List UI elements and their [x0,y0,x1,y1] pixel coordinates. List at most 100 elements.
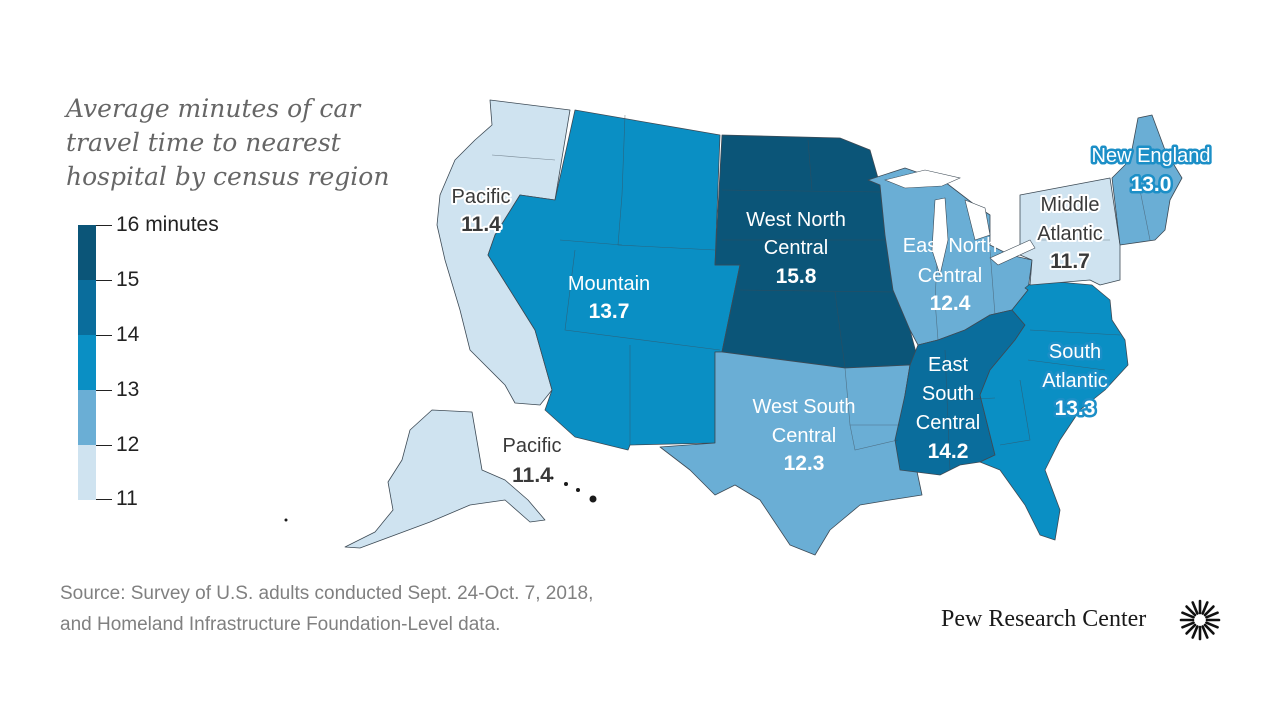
region-west-north-central [714,134,919,369]
logo-ray [1201,625,1209,639]
region-shapes [344,99,1183,556]
state-border [559,239,623,246]
region-labels: Pacific 11.4 Pacific 11.4 Mountain 13.7 … [450,143,1213,488]
label-pacific-name: Pacific [452,186,511,208]
label-west-south-central-name-1: West South [752,396,855,418]
label-west-north-central-value: 15.8 [776,265,817,288]
source-line-1: Source: Survey of U.S. adults conducted … [60,583,594,604]
logo-ray [1201,601,1209,615]
logo-ray [1203,623,1215,635]
state-border [849,424,899,451]
label-east-south-central-name-3: Central [916,412,980,434]
label-west-south-central-value: 12.3 [784,452,825,475]
legend-label-13: 13 [116,378,140,401]
lake-superior [884,169,961,189]
region-new-england [1111,114,1183,246]
label-pacific-value: 11.4 [461,213,501,236]
legend-tick [96,499,112,500]
legend-tick [96,390,112,391]
label-new-england-value: 13.0 [1131,173,1172,196]
hawaii-island [589,495,597,503]
legend-tick [96,335,112,336]
hawaii-islands [284,476,597,522]
logo-ray [1191,601,1199,615]
legend-label-15: 15 [116,268,140,291]
logo-ray [1191,625,1199,639]
label-middle-atlantic-value: 11.7 [1050,250,1090,273]
legend-tick [96,445,112,446]
state-border [944,349,951,471]
legend-tick [96,225,112,226]
state-border [1029,329,1121,336]
label-west-north-central-name-2: Central [764,237,828,259]
legend-bin-15-16 [78,225,96,280]
legend-label-11: 11 [116,487,138,510]
region-south-atlantic [979,279,1129,541]
state-border [739,289,894,293]
state-border [564,249,721,351]
pew-sunburst-icon [1179,599,1221,641]
label-south-atlantic-name-2: Atlantic [1042,370,1108,392]
state-border [807,139,813,191]
source-line-2: and Homeland Infrastructure Foundation-L… [60,614,501,635]
logo-ray [1185,605,1197,617]
chart-title: Average minutes of car travel time to ne… [66,92,396,194]
brand-name: Pew Research Center [941,606,1147,632]
label-south-atlantic-value: 13.3 [1055,397,1096,420]
title-line-3: hospital by census region [66,162,390,191]
hawaii-island [550,476,554,480]
state-border [617,114,716,251]
hawaii-island [284,518,288,522]
logo-ray [1185,623,1197,635]
label-mountain-value: 13.7 [589,300,630,323]
label-new-england-name: New England [1092,145,1211,167]
logo-ray [1181,621,1195,629]
label-east-north-central-name-1: East North [903,235,997,257]
label-east-north-central-value: 12.4 [930,292,971,315]
label-pacific-alaska-value: 11.4 [512,464,552,487]
legend-bin-13-14 [78,335,96,390]
label-middle-atlantic-name-2: Atlantic [1037,223,1103,245]
legend-tick [96,280,112,281]
state-border [1139,189,1151,241]
state-border [1027,359,1106,371]
state-border [999,379,1031,446]
label-middle-atlantic-name-1: Middle [1041,194,1100,216]
label-east-south-central-name-2: South [922,383,974,405]
state-border [491,154,556,161]
state-border [834,291,846,369]
logo-ray [1205,621,1219,629]
region-pacific-alaska [344,409,546,549]
title-line-1: Average minutes of car [66,94,361,123]
state-border [721,189,881,193]
lake-erie [989,239,1036,266]
source-note: Source: Survey of U.S. adults conducted … [60,578,760,640]
state-border [989,249,996,316]
hawaii-island [564,482,568,486]
logo-ray [1203,605,1215,617]
great-lakes [884,169,1036,277]
label-east-south-central-value: 14.2 [928,440,969,463]
label-pacific-alaska-name: Pacific [503,435,562,457]
lake-michigan [931,197,949,277]
title-line-2: travel time to nearest [66,128,341,157]
legend-label-16: 16 minutes [116,213,219,236]
color-legend: 16 minutes 15 14 13 12 11 [78,214,248,510]
label-east-south-central-name-1: East [928,354,968,376]
hawaii-island [576,488,580,492]
legend-bin-12-13 [78,390,96,445]
label-west-north-central-name-1: West North [746,209,846,231]
legend-bin-14-15 [78,280,96,335]
logo-ray [1181,611,1195,619]
region-middle-atlantic [1019,177,1121,286]
label-west-south-central-name-2: Central [772,425,836,447]
state-border [949,397,996,401]
label-mountain-name: Mountain [568,273,650,295]
legend-label-12: 12 [116,433,140,456]
legend-bin-11-12 [78,445,96,500]
lake-huron [964,199,991,241]
logo-ray [1205,611,1219,619]
label-south-atlantic-name-1: South [1049,341,1101,363]
